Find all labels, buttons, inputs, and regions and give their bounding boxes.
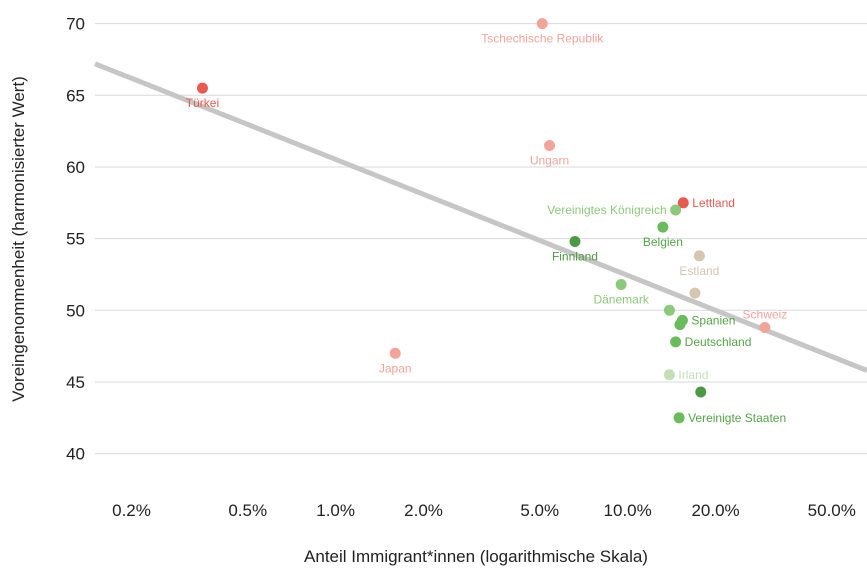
points-layer	[196, 18, 771, 424]
data-point	[689, 287, 701, 299]
data-point	[615, 279, 627, 290]
data-point	[663, 369, 675, 381]
data-point-label: Türkei	[186, 96, 219, 110]
data-point	[670, 204, 682, 216]
data-point-label: Estland	[679, 264, 719, 278]
y-tick-label: 45	[66, 373, 85, 392]
data-point	[677, 197, 689, 209]
data-point-label: Japan	[379, 361, 412, 375]
y-tick-label: 60	[66, 158, 85, 177]
data-point-label: Vereinigtes Königreich	[547, 203, 666, 217]
x-axis-title: Anteil Immigrant*innen (logarithmische S…	[304, 547, 648, 566]
y-tick-label: 55	[66, 230, 85, 249]
data-point	[663, 304, 675, 316]
data-point	[759, 322, 771, 333]
x-tick-label: 5.0%	[520, 501, 559, 520]
x-tick-label: 20.0%	[691, 501, 739, 520]
data-point	[389, 347, 401, 359]
labels-layer: Tschechische Republik Türkei Ungarn Lettlan…	[186, 32, 787, 425]
x-tick-label: 2.0%	[404, 501, 443, 520]
data-point-label: Vereinigte Staaten	[688, 411, 786, 425]
x-tick-label: 50.0%	[808, 501, 856, 520]
data-point-label: Lettland	[692, 196, 735, 210]
data-point-label: Finnland	[552, 250, 598, 264]
x-tick-labels: 0.2% 0.5% 1.0% 2.0% 5.0% 10.0% 20.0% 50.0%	[112, 501, 856, 520]
y-tick-label: 70	[66, 15, 85, 34]
x-tick-label: 0.5%	[228, 501, 267, 520]
data-point-label: Ungarn	[530, 153, 569, 167]
data-point-label: Tschechische Republik	[481, 32, 604, 46]
y-tick-label: 40	[66, 445, 85, 464]
data-point	[544, 139, 556, 151]
data-point	[673, 412, 685, 424]
data-point	[674, 319, 686, 331]
data-point	[670, 336, 682, 348]
x-tick-label: 1.0%	[316, 501, 355, 520]
data-point-label: Deutschland	[685, 335, 752, 349]
data-point-label: Irland	[678, 368, 708, 382]
data-point	[693, 250, 705, 262]
y-tick-label: 50	[66, 301, 85, 320]
data-point	[657, 221, 669, 233]
grid-layer	[95, 23, 867, 455]
data-point-label: Dänemark	[593, 293, 649, 307]
data-point-label: Schweiz	[743, 308, 788, 322]
x-tick-label: 10.0%	[604, 501, 652, 520]
data-point-label: Belgien	[643, 235, 683, 249]
x-tick-label: 0.2%	[112, 501, 151, 520]
y-tick-label: 65	[66, 86, 85, 105]
data-point	[569, 236, 581, 247]
trend-line	[94, 61, 867, 373]
data-point	[196, 82, 208, 94]
data-point-label: Spanien	[691, 313, 735, 327]
trend-layer	[94, 61, 867, 373]
y-axis-title: Voreingenommenheit (harmonisierter Wert)	[9, 76, 28, 402]
data-point	[695, 386, 707, 398]
data-point	[536, 18, 548, 30]
y-tick-labels: 40 45 50 55 60 65 70	[66, 15, 85, 464]
